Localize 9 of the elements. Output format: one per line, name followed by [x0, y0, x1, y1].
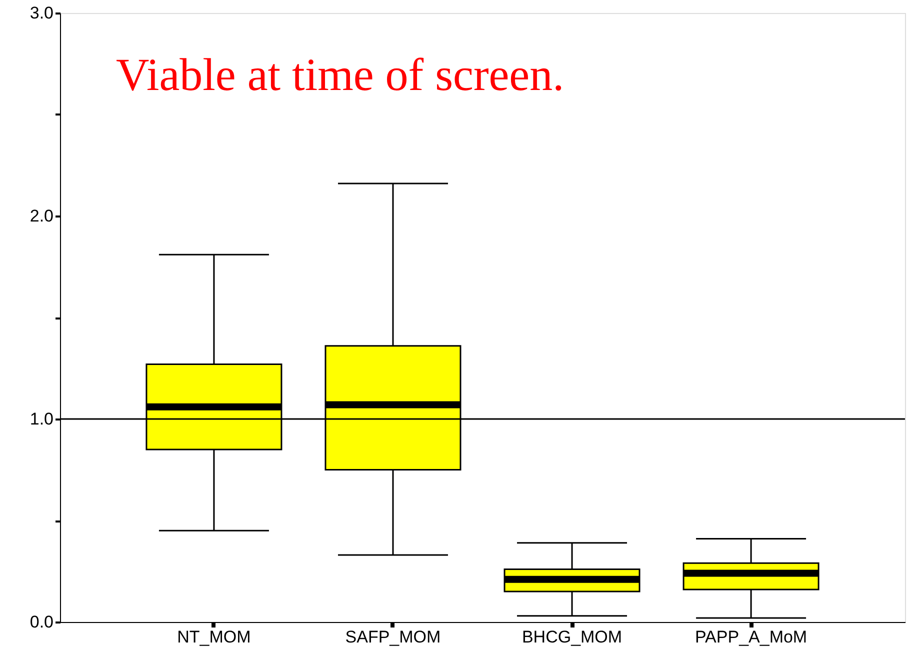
annotation: Viable at time of screen. [116, 49, 564, 100]
x-tick-label: NT_MOM [177, 628, 251, 646]
x-tick-label: SAFP_MOM [345, 628, 441, 646]
y-tick-label: 0.0 [30, 612, 54, 632]
x-tick-label: PAPP_A_MoM [694, 628, 808, 646]
y-tick-label: 1.0 [30, 410, 54, 428]
x-tick-label: BHCG_MOM [522, 628, 622, 646]
y-tick-label: 3.0 [30, 4, 54, 22]
y-tick-label: 2.0 [30, 206, 54, 226]
